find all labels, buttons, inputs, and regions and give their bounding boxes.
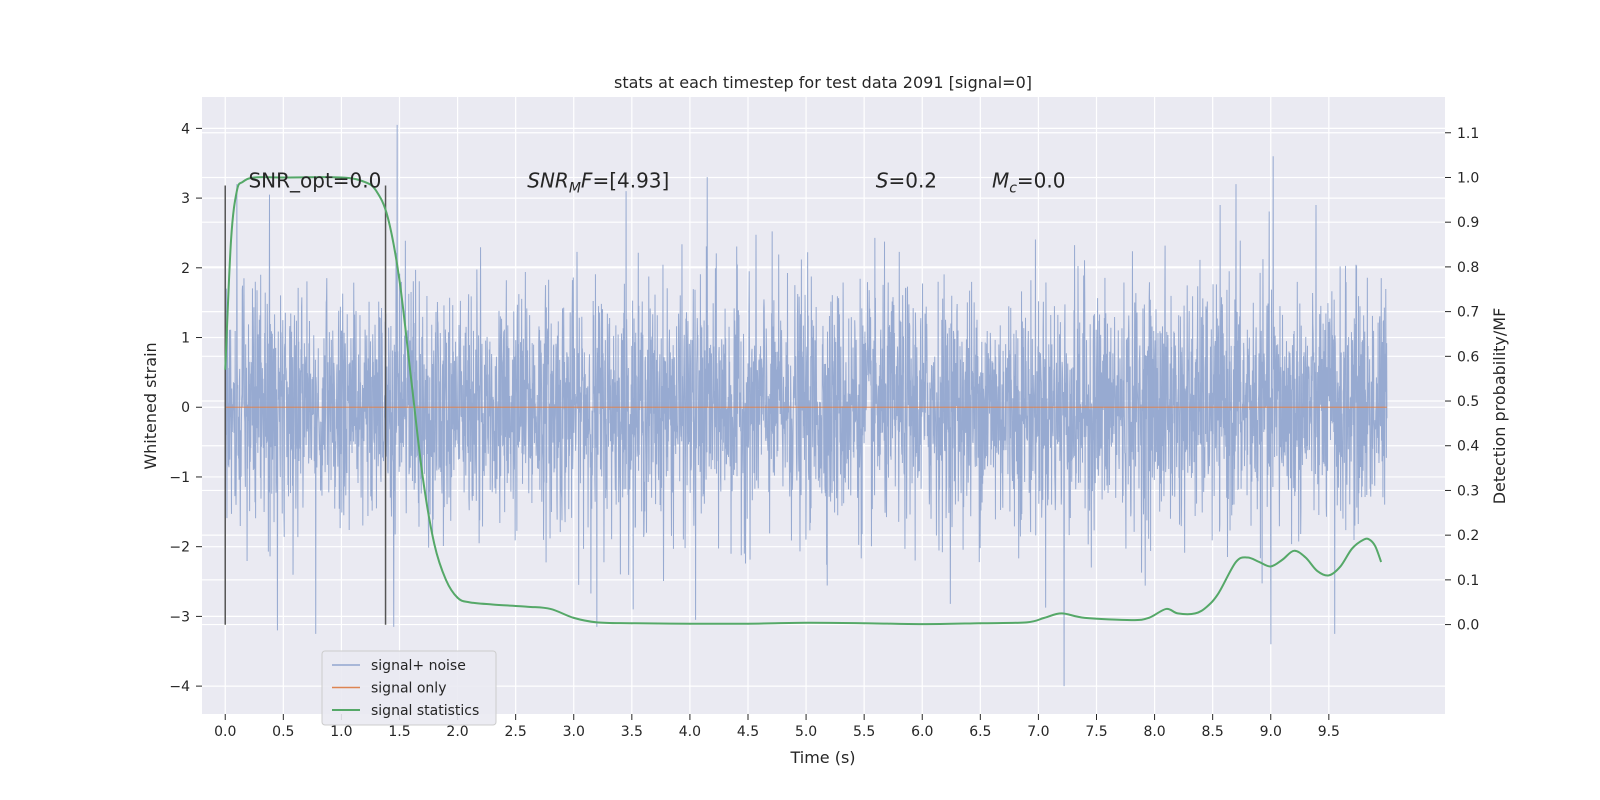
y2-tick-label-2: 0.2	[1457, 528, 1479, 544]
vertical-lines	[224, 185, 387, 625]
legend: signal+ noise signal only signal statistic…	[321, 650, 497, 726]
x-tick-label-6: 3.0	[563, 724, 585, 740]
x-tick-label-13: 6.5	[969, 724, 991, 740]
y2-axis-label: Detection probability/MF	[1490, 308, 1509, 505]
chart-title: stats at each timestep for test data 209…	[614, 73, 1032, 92]
noise-trace	[224, 124, 1388, 687]
y-tick-label-6: 2	[181, 261, 190, 277]
y2-tick-label-5: 0.5	[1457, 394, 1479, 410]
x-tick-label-1: 0.5	[272, 724, 294, 740]
statistics-line	[224, 176, 1383, 626]
x-tick-label-15: 7.5	[1085, 724, 1107, 740]
y-tick-label-8: 4	[181, 121, 190, 137]
x-tick-label-14: 7.0	[1027, 724, 1049, 740]
annotation-0: SNR_opt=0.0	[248, 169, 381, 193]
y2-tick-label-3: 0.3	[1457, 483, 1479, 499]
x-tick-label-16: 8.0	[1143, 724, 1165, 740]
y-axis-label: Whitened strain	[141, 342, 160, 469]
legend-box	[321, 650, 497, 726]
y-tick-label-4: 0	[181, 400, 190, 416]
series-signal-noise	[224, 124, 1388, 687]
x-tick-label-5: 2.5	[505, 724, 527, 740]
x-tick-label-7: 3.5	[621, 724, 643, 740]
y2-tick-label-1: 0.1	[1457, 573, 1479, 589]
annotations: SNR_opt=0.0 SNRMF=[4.93] S=0.2 Mc=0.0	[248, 169, 1065, 197]
y-tick-label-2: −2	[169, 540, 190, 556]
x-tick-label-8: 4.0	[679, 724, 701, 740]
y2-axis-ticks: 0.0 0.1 0.2 0.3 0.4 0.5 0.6 0.7 0.8 0.9 1.0 1.1	[1445, 126, 1479, 634]
legend-label-0: signal+ noise	[371, 658, 466, 674]
annotation-3: Mc=0.0	[992, 169, 1066, 197]
x-tick-label-18: 9.0	[1260, 724, 1282, 740]
y2-tick-label-0: 0.0	[1457, 618, 1479, 634]
x-axis-ticks: 0.0 0.5 1.0 1.5 2.0 2.5 3.0 3.5 4.0 4.5 5.0 5.5 6.0 6…	[214, 714, 1340, 740]
annotation-2: S=0.2	[876, 169, 937, 193]
x-tick-label-3: 1.5	[388, 724, 410, 740]
annotation-1: SNRMF=[4.93]	[527, 169, 669, 197]
y2-tick-label-7: 0.7	[1457, 305, 1479, 321]
legend-label-1: signal only	[371, 681, 446, 697]
y2-tick-label-6: 0.6	[1457, 349, 1479, 365]
y2-tick-label-9: 0.9	[1457, 215, 1479, 231]
y2-tick-label-11: 1.1	[1457, 126, 1479, 142]
x-axis-label: Time (s)	[789, 748, 855, 767]
x-tick-label-9: 4.5	[737, 724, 759, 740]
x-tick-label-12: 6.0	[911, 724, 933, 740]
y-tick-label-1: −3	[169, 609, 190, 625]
series-signal-statistics	[224, 176, 1383, 626]
x-tick-label-17: 8.5	[1202, 724, 1224, 740]
y-tick-label-0: −4	[169, 679, 190, 695]
x-tick-label-11: 5.5	[853, 724, 875, 740]
legend-label-2: signal statistics	[371, 703, 479, 719]
y2-tick-label-4: 0.4	[1457, 439, 1479, 455]
x-tick-label-19: 9.5	[1318, 724, 1340, 740]
y-tick-label-7: 3	[181, 191, 190, 207]
y2-tick-label-8: 0.8	[1457, 260, 1479, 276]
y2-tick-label-10: 1.0	[1457, 170, 1479, 186]
x-tick-label-0: 0.0	[214, 724, 236, 740]
y-tick-label-5: 1	[181, 331, 190, 347]
x-tick-label-4: 2.0	[446, 724, 468, 740]
y-tick-label-3: −1	[169, 470, 190, 486]
y-axis-ticks: −4 −3 −2 −1 0 1 2 3 4	[169, 121, 202, 695]
x-tick-label-2: 1.0	[330, 724, 352, 740]
x-tick-label-10: 5.0	[795, 724, 817, 740]
